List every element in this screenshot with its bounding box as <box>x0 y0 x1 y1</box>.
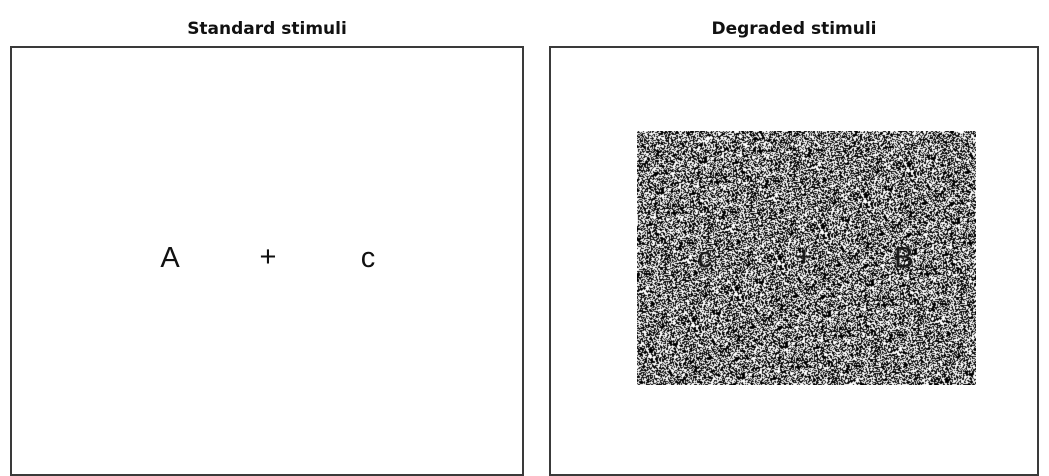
standard-right-letter: c <box>360 242 376 274</box>
degraded-left-letter: c <box>697 242 713 274</box>
standard-stimuli-title: Standard stimuli <box>187 19 347 39</box>
degraded-stimuli-title: Degraded stimuli <box>711 19 877 39</box>
standard-left-letter: A <box>160 242 180 274</box>
degraded-fixation-cross: + <box>795 241 813 273</box>
degraded-right-letter: B <box>894 242 914 274</box>
noise-field <box>637 131 976 385</box>
standard-stimulus-frame <box>10 46 524 476</box>
noise-canvas <box>637 131 976 385</box>
standard-fixation-cross: + <box>259 241 277 273</box>
